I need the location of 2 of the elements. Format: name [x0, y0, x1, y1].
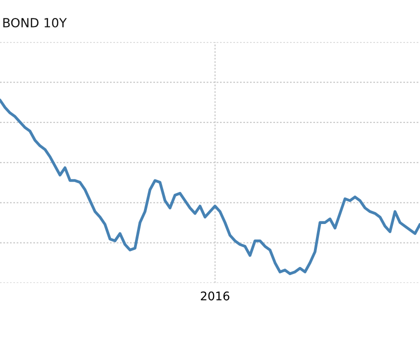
- chart-title: BOND 10Y: [3, 18, 67, 28]
- text: 2016: [200, 292, 230, 300]
